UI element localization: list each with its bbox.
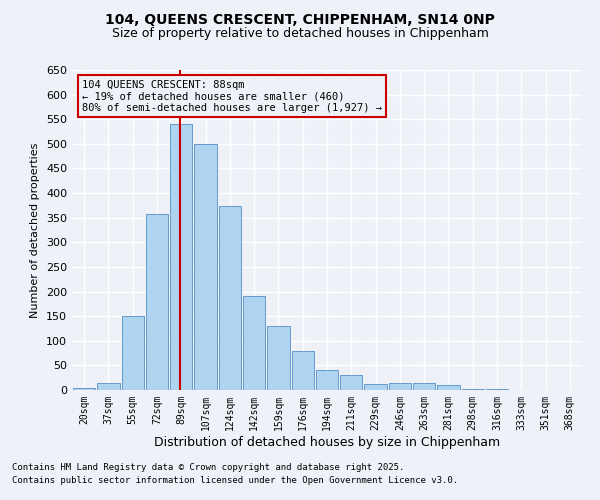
Bar — [486, 389, 508, 390]
Bar — [340, 375, 362, 390]
Bar — [316, 370, 338, 390]
Bar — [292, 350, 314, 390]
Bar — [97, 382, 119, 390]
Bar — [194, 144, 217, 390]
Bar — [389, 382, 411, 390]
Bar — [122, 316, 144, 390]
Bar — [364, 384, 387, 390]
Text: Contains HM Land Registry data © Crown copyright and database right 2025.: Contains HM Land Registry data © Crown c… — [12, 464, 404, 472]
Bar — [267, 326, 290, 390]
Text: 104, QUEENS CRESCENT, CHIPPENHAM, SN14 0NP: 104, QUEENS CRESCENT, CHIPPENHAM, SN14 0… — [105, 12, 495, 26]
Text: Size of property relative to detached houses in Chippenham: Size of property relative to detached ho… — [112, 28, 488, 40]
X-axis label: Distribution of detached houses by size in Chippenham: Distribution of detached houses by size … — [154, 436, 500, 448]
Bar — [437, 385, 460, 390]
Text: Contains public sector information licensed under the Open Government Licence v3: Contains public sector information licen… — [12, 476, 458, 485]
Bar — [461, 388, 484, 390]
Bar — [413, 382, 436, 390]
Bar — [146, 214, 168, 390]
Bar — [243, 296, 265, 390]
Y-axis label: Number of detached properties: Number of detached properties — [31, 142, 40, 318]
Bar — [170, 124, 193, 390]
Bar — [73, 388, 95, 390]
Text: 104 QUEENS CRESCENT: 88sqm
← 19% of detached houses are smaller (460)
80% of sem: 104 QUEENS CRESCENT: 88sqm ← 19% of deta… — [82, 80, 382, 113]
Bar — [218, 206, 241, 390]
